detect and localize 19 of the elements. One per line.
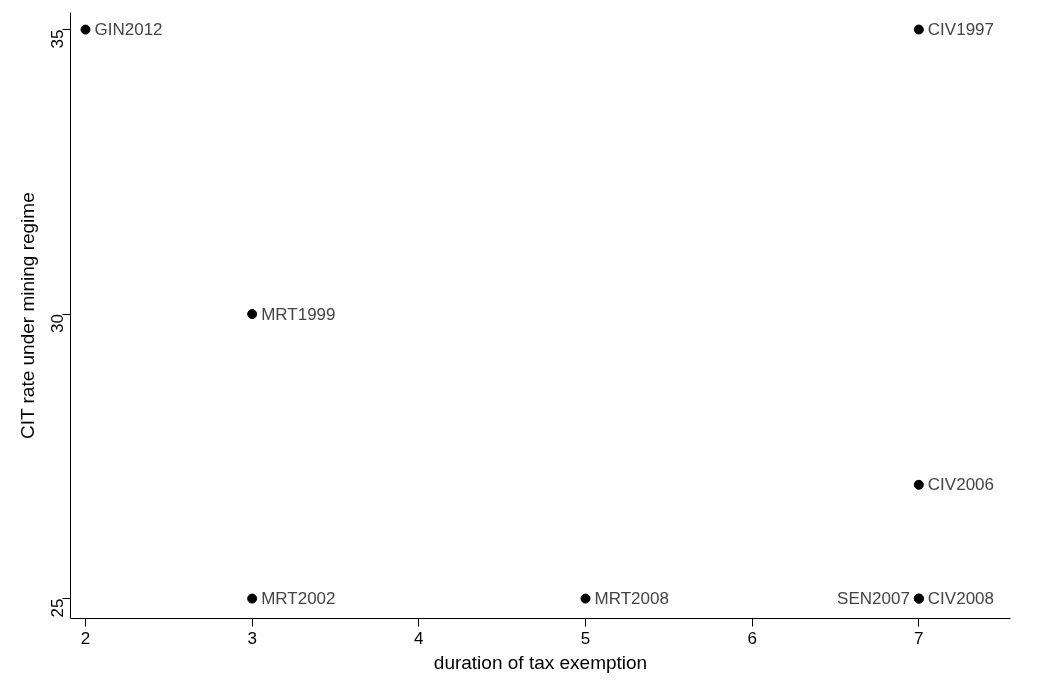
y-tick-label: 30 <box>48 314 68 333</box>
x-tick-label: 6 <box>747 628 757 648</box>
x-tick-label: 5 <box>580 628 591 648</box>
annotation: SEN2007 <box>837 589 910 609</box>
annotation: MRT2002 <box>261 589 336 609</box>
annotation: MRT2008 <box>594 589 669 609</box>
annotation: MRT1999 <box>261 304 336 324</box>
x-tick-label: 7 <box>914 628 924 648</box>
annotation: GIN2012 <box>94 20 163 40</box>
y-axis-title: CIT rate under mining regime <box>16 192 38 440</box>
x-tick-label: 3 <box>247 628 257 648</box>
x-tick-label: 4 <box>414 628 424 648</box>
annotation: CIV2006 <box>927 475 995 495</box>
annotation: CIV2008 <box>927 589 995 609</box>
x-axis-title: duration of tax exemption <box>433 651 648 673</box>
x-tick-label: 2 <box>80 628 91 648</box>
y-tick-label: 25 <box>48 598 68 618</box>
y-tick-label: 35 <box>48 29 68 49</box>
annotation: CIV1997 <box>927 20 995 40</box>
